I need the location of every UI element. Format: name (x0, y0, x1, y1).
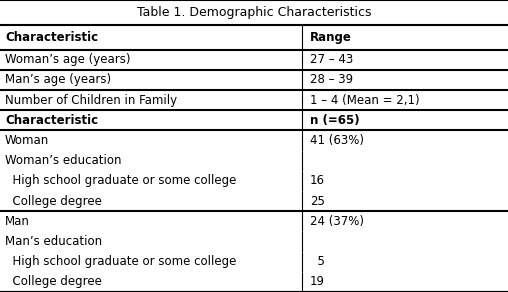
Text: Range: Range (310, 31, 352, 44)
Text: 25: 25 (310, 194, 325, 208)
Text: 41 (63%): 41 (63%) (310, 134, 364, 147)
Text: Number of Children in Family: Number of Children in Family (5, 94, 177, 107)
Text: 24 (37%): 24 (37%) (310, 215, 364, 228)
Text: College degree: College degree (5, 275, 102, 288)
Text: Woman: Woman (5, 134, 49, 147)
Text: 1 – 4 (Mean = 2,1): 1 – 4 (Mean = 2,1) (310, 94, 420, 107)
Text: 16: 16 (310, 174, 325, 187)
Text: College degree: College degree (5, 194, 102, 208)
Text: 5: 5 (310, 255, 325, 268)
Text: High school graduate or some college: High school graduate or some college (5, 255, 236, 268)
Text: 27 – 43: 27 – 43 (310, 53, 353, 66)
Text: Woman’s age (years): Woman’s age (years) (5, 53, 131, 66)
Text: 28 – 39: 28 – 39 (310, 73, 353, 86)
Text: Man’s age (years): Man’s age (years) (5, 73, 111, 86)
Text: Man: Man (5, 215, 30, 228)
Text: Characteristic: Characteristic (5, 31, 98, 44)
Text: Woman’s education: Woman’s education (5, 154, 121, 167)
Text: 19: 19 (310, 275, 325, 288)
Text: Man’s education: Man’s education (5, 235, 102, 248)
Text: Table 1. Demographic Characteristics: Table 1. Demographic Characteristics (137, 6, 371, 19)
Text: High school graduate or some college: High school graduate or some college (5, 174, 236, 187)
Text: n (=65): n (=65) (310, 114, 360, 127)
Text: Characteristic: Characteristic (5, 114, 98, 127)
